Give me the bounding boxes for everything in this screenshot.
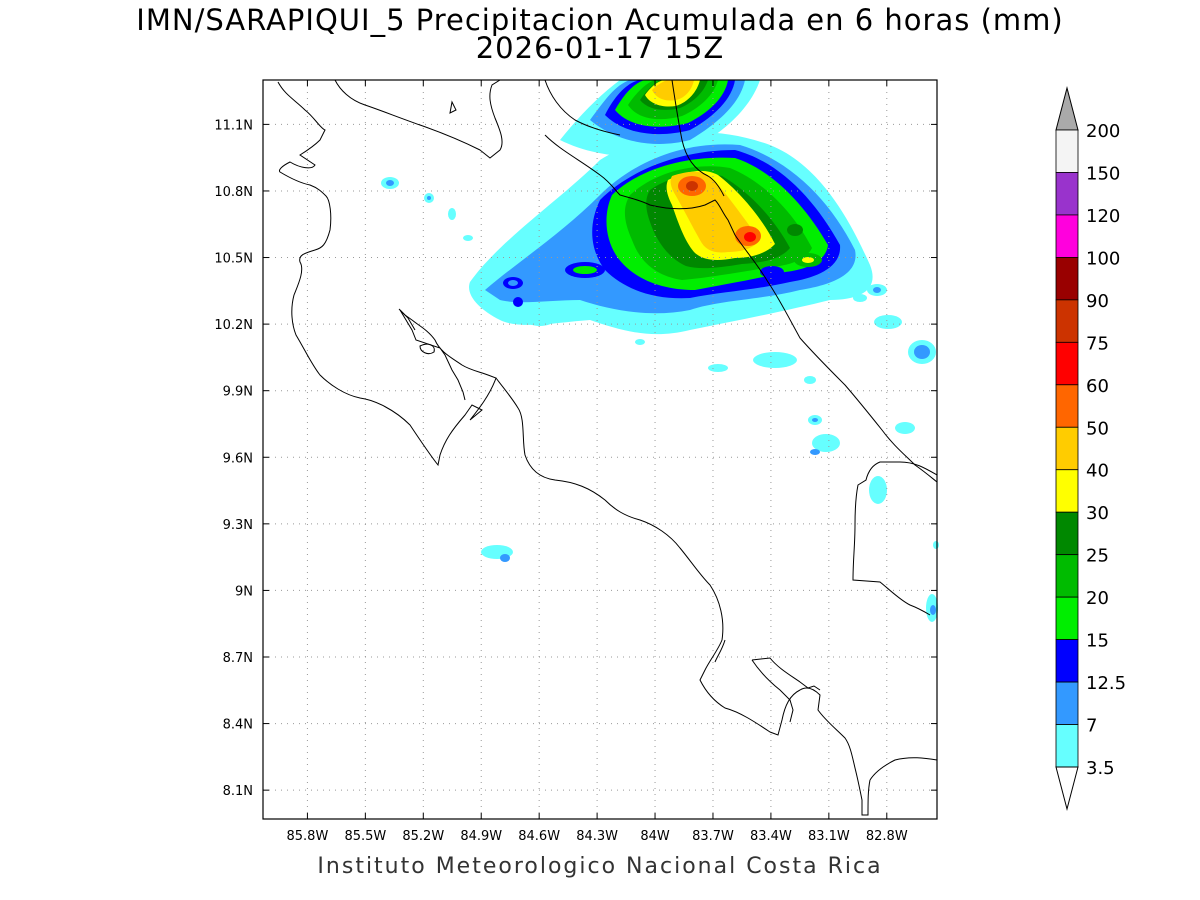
colorbar-label: 90 <box>1086 291 1109 312</box>
colorbar-swatch <box>1055 256 1079 301</box>
lon-tick-label: 85.5W <box>344 829 386 844</box>
colorbar-swatch <box>1055 554 1079 598</box>
colorbar-swatch <box>1055 384 1079 428</box>
colorbar-label: 15 <box>1086 631 1109 652</box>
lat-tick-label: 10.8N <box>214 185 253 200</box>
colorbar-swatch <box>1055 341 1079 386</box>
colorbar-swatch <box>1055 681 1079 725</box>
lon-tick-label: 85.2W <box>402 829 444 844</box>
map-frame <box>262 79 938 820</box>
lat-tick-label: 11.1N <box>214 118 253 133</box>
lat-tick-label: 9.6N <box>223 451 253 466</box>
precipitation-field <box>381 80 939 622</box>
lon-tick-label: 83.4W <box>750 829 792 844</box>
colorbar-label: 200 <box>1086 121 1120 142</box>
lon-tick-label: 82.8W <box>866 829 908 844</box>
map-title: IMN/SARAPIQUI_5 Precipitacion Acumulada … <box>136 3 1064 37</box>
lon-tick-label: 84.3W <box>576 829 618 844</box>
colorbar-swatch <box>1055 596 1079 641</box>
colorbar-label: 150 <box>1086 163 1120 184</box>
lon-tick-label: 84.9W <box>460 829 502 844</box>
lat-tick-label: 8.1N <box>223 784 253 799</box>
lat-tick-label: 10.5N <box>214 252 253 267</box>
lon-tick-label: 83.7W <box>692 829 734 844</box>
map-date: 2026-01-17 15Z <box>475 31 725 65</box>
colorbar-swatch <box>1055 129 1079 173</box>
map-grid <box>263 80 937 819</box>
coastline <box>277 79 938 816</box>
colorbar-label: 75 <box>1086 333 1109 354</box>
colorbar-label: 50 <box>1086 418 1109 439</box>
colorbar-swatch <box>1055 511 1079 556</box>
lat-tick-label: 9.9N <box>223 385 253 400</box>
colorbar-swatch <box>1055 469 1079 513</box>
colorbar-swatch <box>1055 214 1079 258</box>
colorbar: 200 150 120 100 90 75 60 50 40 30 25 20 15 12.5 7 3.5 <box>1055 86 1126 811</box>
longitude-axis: 85.8W 85.5W 85.2W 84.9W 84.6W 84.3W 84W 83.7W 83… <box>287 80 908 844</box>
lon-tick-label: 83.1W <box>808 829 850 844</box>
lon-tick-label: 84.6W <box>518 829 560 844</box>
colorbar-label: 120 <box>1086 206 1120 227</box>
lon-tick-label: 85.8W <box>287 829 329 844</box>
colorbar-arrow-top <box>1055 86 1079 131</box>
colorbar-label: 20 <box>1086 588 1109 609</box>
lat-tick-label: 10.2N <box>214 318 253 333</box>
lat-tick-label: 8.7N <box>223 651 253 666</box>
latitude-axis: 11.1N 10.8N 10.5N 10.2N 9.9N 9.6N 9.3N 9N 8.7N 8.… <box>214 118 937 799</box>
colorbar-swatch <box>1055 299 1079 343</box>
lat-tick-label: 9N <box>235 584 253 599</box>
colorbar-label: 100 <box>1086 248 1120 269</box>
colorbar-swatch <box>1055 172 1079 216</box>
lat-tick-label: 8.4N <box>223 718 253 733</box>
colorbar-label: 60 <box>1086 376 1109 397</box>
colorbar-arrow-bottom <box>1055 766 1079 811</box>
colorbar-swatch <box>1055 724 1079 768</box>
colorbar-swatch <box>1055 426 1079 471</box>
colorbar-label: 40 <box>1086 461 1109 482</box>
colorbar-label: 25 <box>1086 546 1109 567</box>
footer-credit: Instituto Meteorologico Nacional Costa R… <box>317 854 883 879</box>
colorbar-label: 12.5 <box>1086 673 1126 694</box>
colorbar-swatch <box>1055 639 1079 683</box>
colorbar-label: 7 <box>1086 716 1097 737</box>
lat-tick-label: 9.3N <box>223 518 253 533</box>
lon-tick-label: 84W <box>640 829 670 844</box>
colorbar-label: 30 <box>1086 503 1109 524</box>
colorbar-label: 3.5 <box>1086 758 1115 779</box>
